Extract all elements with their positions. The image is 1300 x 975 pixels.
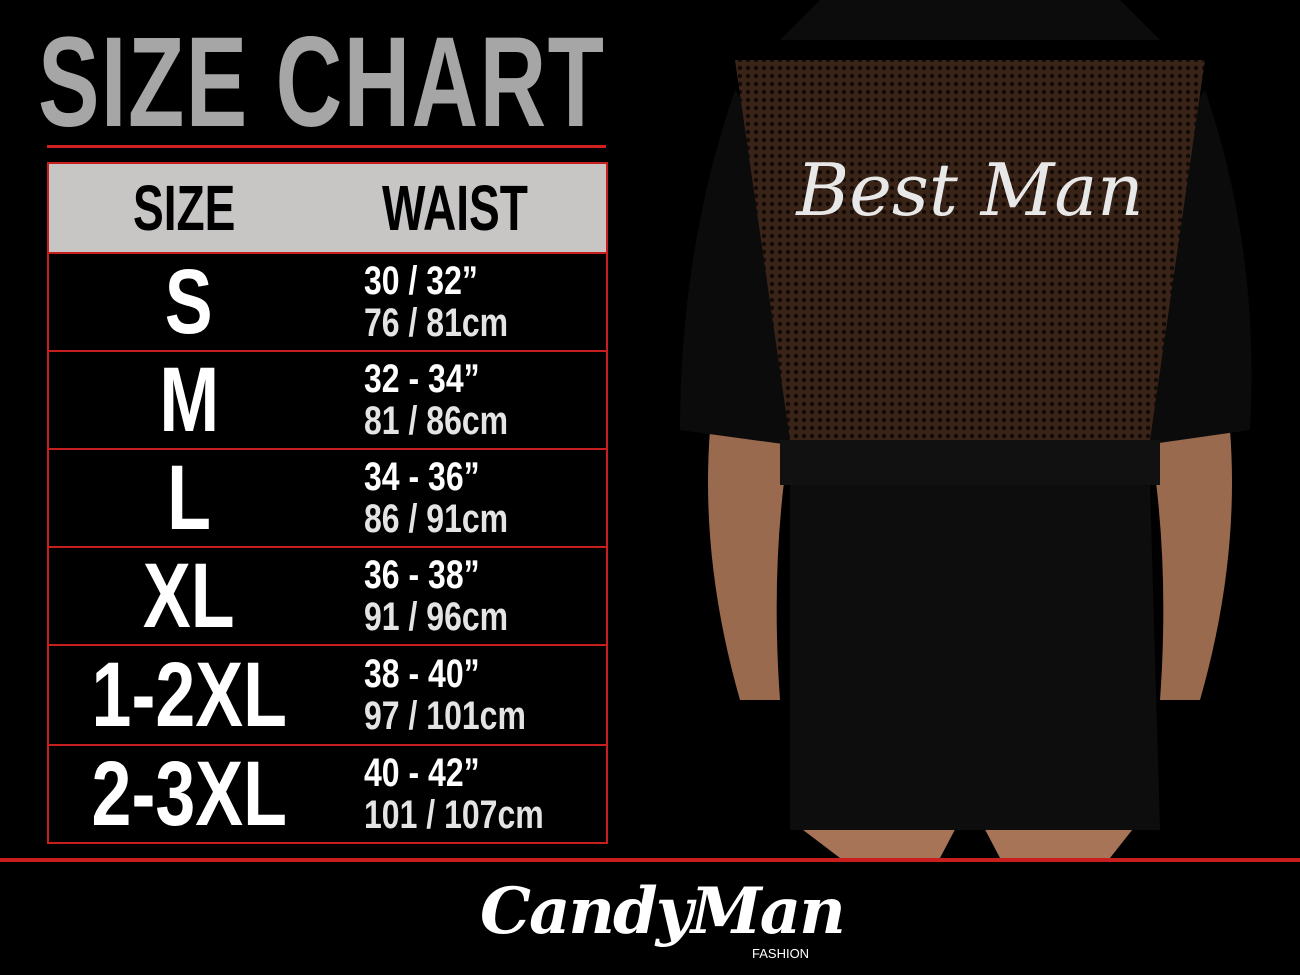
waist-inches: 40 - 42” xyxy=(364,751,480,795)
logo-sub: FASHION xyxy=(752,946,810,961)
waist-inches: 36 - 38” xyxy=(364,553,480,597)
waist-cm: 101 / 107cm xyxy=(364,793,544,837)
waist-cell: 34 - 36” 86 / 91cm xyxy=(364,456,544,540)
table-row: M 32 - 34” 81 / 86cm xyxy=(49,349,606,451)
page-title: SIZE CHART xyxy=(38,11,606,154)
table-row: XL 36 - 38” 91 / 96cm xyxy=(49,545,606,647)
brand-logo: CandyMan FASHION xyxy=(480,868,846,968)
product-print-text: Best Man xyxy=(794,148,1143,232)
waist-inches: 32 - 34” xyxy=(364,357,480,401)
table-row: 1-2XL 38 - 40” 97 / 101cm xyxy=(49,644,606,746)
waist-cm: 86 / 91cm xyxy=(364,497,509,541)
size-label: 1-2XL xyxy=(91,643,287,746)
table-row: 2-3XL 40 - 42” 101 / 107cm xyxy=(49,743,606,845)
size-label: L xyxy=(167,446,211,549)
size-label: M xyxy=(159,348,219,451)
size-cell: M xyxy=(49,349,329,451)
waist-cm: 81 / 86cm xyxy=(364,399,509,443)
waist-cell: 36 - 38” 91 / 96cm xyxy=(364,554,544,638)
size-cell: L xyxy=(49,447,329,549)
waist-inches: 34 - 36” xyxy=(364,455,480,499)
title-divider xyxy=(47,145,606,148)
waist-cell: 40 - 42” 101 / 107cm xyxy=(364,752,589,836)
waist-inches: 38 - 40” xyxy=(364,652,480,696)
header-waist: WAIST xyxy=(382,172,528,244)
size-cell: S xyxy=(49,251,329,353)
waist-cell: 30 / 32” 76 / 81cm xyxy=(364,260,544,344)
product-photo: Best Man xyxy=(640,0,1300,858)
logo-brand: CandyMan xyxy=(480,874,846,949)
waist-inches: 30 / 32” xyxy=(364,259,478,303)
size-label: 2-3XL xyxy=(91,742,287,845)
waist-cm: 97 / 101cm xyxy=(364,694,526,738)
waist-cell: 38 - 40” 97 / 101cm xyxy=(364,653,566,737)
waist-cell: 32 - 34” 81 / 86cm xyxy=(364,358,544,442)
table-header: SIZE WAIST xyxy=(49,164,606,254)
waist-cm: 91 / 96cm xyxy=(364,595,509,639)
size-cell: XL xyxy=(49,545,329,647)
size-label: S xyxy=(165,250,213,353)
size-label: XL xyxy=(143,544,235,647)
waist-cm: 76 / 81cm xyxy=(364,301,509,345)
size-table: SIZE WAIST S 30 / 32” 76 / 81cm M 32 - 34”… xyxy=(47,162,608,845)
table-row: L 34 - 36” 86 / 91cm xyxy=(49,447,606,549)
size-cell: 1-2XL xyxy=(49,644,329,746)
footer-divider xyxy=(0,858,1300,862)
table-row: S 30 / 32” 76 / 81cm xyxy=(49,251,606,353)
header-size: SIZE xyxy=(133,172,236,244)
size-cell: 2-3XL xyxy=(49,743,329,845)
